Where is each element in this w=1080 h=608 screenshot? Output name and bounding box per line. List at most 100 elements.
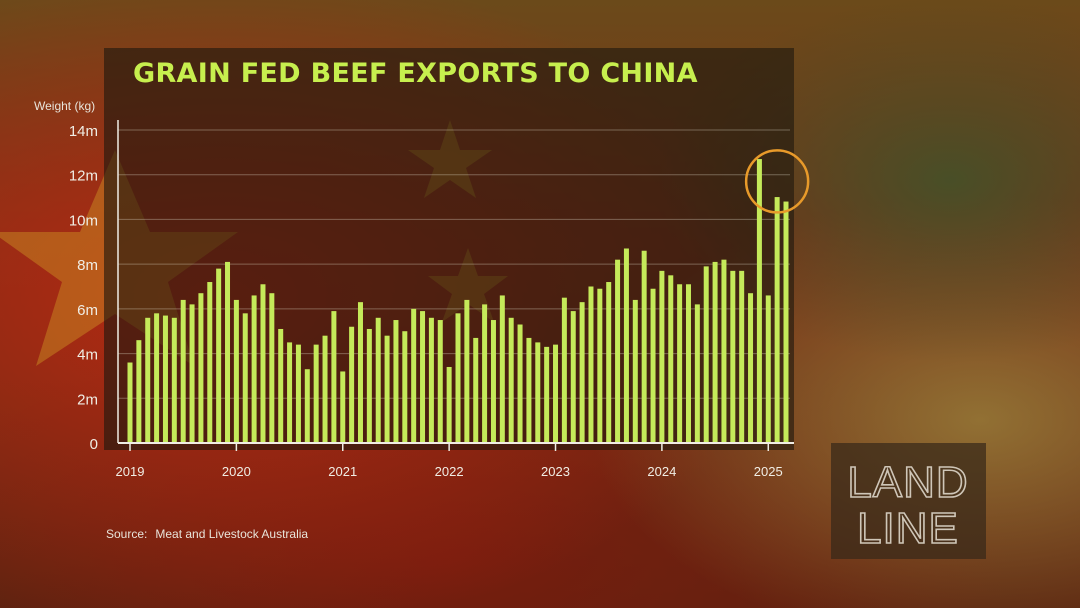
bar (322, 335, 328, 443)
bar (349, 326, 355, 443)
bar (561, 297, 567, 443)
logo-line1: LAND (847, 458, 968, 507)
bar (251, 295, 257, 443)
chart-title: GRAIN FED BEEF EXPORTS TO CHINA (133, 58, 698, 89)
bar (606, 282, 612, 443)
bar (313, 344, 319, 443)
y-tick-label: 0 (90, 436, 98, 453)
source-text: Meat and Livestock Australia (155, 527, 309, 541)
bar (411, 308, 417, 443)
bar (553, 344, 559, 443)
bar (499, 295, 505, 443)
y-axis-label: Weight (kg) (34, 99, 95, 113)
bar (765, 295, 771, 443)
bar (588, 286, 594, 443)
bar (428, 317, 434, 443)
x-tick-label: 2023 (541, 464, 570, 479)
bar (482, 304, 488, 443)
bar (739, 270, 745, 443)
bar (162, 315, 168, 443)
bar (508, 317, 514, 443)
bar (721, 259, 727, 443)
bar (570, 311, 576, 443)
bar (535, 342, 541, 443)
bar (287, 342, 293, 443)
bar (154, 313, 160, 443)
bar (242, 313, 248, 443)
x-tick-label: 2024 (647, 464, 676, 479)
bar (694, 304, 700, 443)
bar (650, 288, 656, 443)
bar (703, 266, 709, 443)
bar (340, 371, 346, 443)
x-tick-label: 2021 (328, 464, 357, 479)
highlight-circle (744, 149, 810, 214)
bar (366, 328, 372, 443)
bar (233, 299, 239, 443)
bars (127, 159, 789, 444)
bar (490, 320, 496, 443)
y-tick-label: 8m (77, 257, 98, 274)
source-note: Source: Meat and Livestock Australia (106, 527, 308, 541)
y-tick-label: 14m (69, 123, 98, 140)
x-tick-label: 2025 (754, 464, 783, 479)
y-tick-label: 4m (77, 347, 98, 364)
axes (117, 120, 794, 444)
bar (579, 302, 585, 443)
landline-logo: LAND LINE (831, 443, 986, 559)
bar (748, 293, 754, 443)
logo-line2: LINE (857, 504, 959, 553)
bar (774, 197, 780, 443)
bar (189, 304, 195, 443)
bar (685, 284, 691, 443)
bar (730, 270, 736, 443)
bar (145, 317, 151, 443)
bar (127, 362, 133, 443)
bar (544, 346, 550, 443)
bar (659, 270, 665, 443)
x-tick-label: 2020 (222, 464, 251, 479)
bar (420, 311, 426, 443)
bar (446, 366, 452, 443)
y-tick-label: 12m (69, 168, 98, 185)
bar (615, 259, 621, 443)
bar (783, 201, 789, 443)
bar (331, 311, 337, 443)
y-tick-labels: 0 2m 4m 6m 8m 10m 12m 14m (69, 123, 98, 453)
bar (473, 337, 479, 443)
bar (357, 302, 363, 443)
bar (393, 320, 399, 443)
bar (260, 284, 266, 443)
bar (295, 344, 301, 443)
x-tick-label: 2019 (116, 464, 145, 479)
y-tick-label: 2m (77, 391, 98, 408)
bar (712, 261, 718, 443)
bar (402, 331, 408, 443)
x-tick-label: 2022 (435, 464, 464, 479)
bar (269, 293, 275, 443)
bar (278, 328, 284, 443)
bar (455, 313, 461, 443)
bar (677, 284, 683, 443)
bar (464, 299, 470, 443)
bar (198, 293, 204, 443)
bar (756, 159, 762, 444)
bar (171, 317, 177, 443)
bar (375, 317, 381, 443)
y-tick-label: 10m (69, 212, 98, 229)
bar (597, 288, 603, 443)
source-label: Source: (106, 527, 148, 541)
bar (304, 369, 310, 443)
bar (225, 261, 231, 443)
bar (641, 250, 647, 443)
y-tick-label: 6m (77, 302, 98, 319)
bar (526, 337, 532, 443)
bar (216, 268, 222, 443)
x-tick-labels: 2019 2020 2021 2022 2023 2024 2025 (116, 443, 783, 479)
bar (384, 335, 390, 443)
bar (136, 340, 142, 443)
bar (623, 248, 629, 443)
bar (180, 299, 186, 443)
bar (517, 324, 523, 443)
